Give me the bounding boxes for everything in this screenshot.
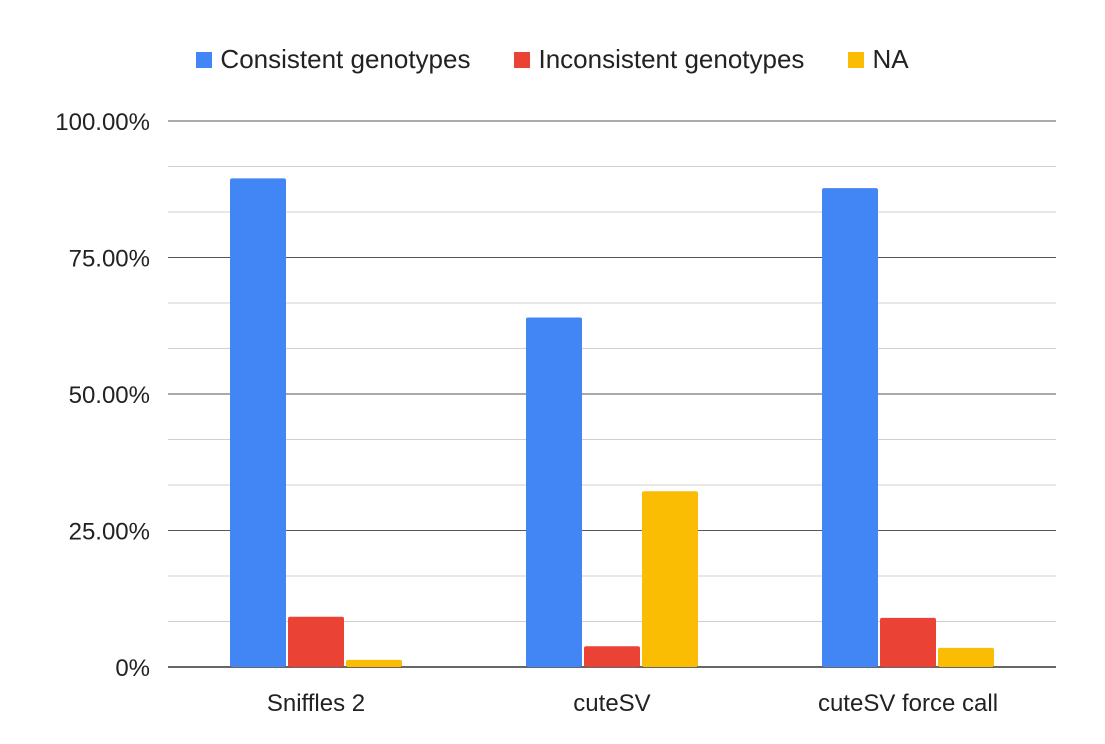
legend: Consistent genotypes Inconsistent genoty…	[0, 44, 1105, 75]
y-tick-label: 25.00%	[69, 519, 150, 546]
legend-item-inconsistent: Inconsistent genotypes	[514, 44, 804, 75]
x-tick-label: cuteSV	[573, 690, 650, 717]
y-tick-label: 0%	[115, 655, 150, 682]
bar-inconsistent-genotypes-cutesv	[584, 646, 640, 667]
axes: 0% 25.00% 50.00% 75.00% 100.00% Sniffles 2 cut…	[55, 109, 998, 717]
bar-inconsistent-genotypes-cutesv-force-call	[880, 617, 936, 667]
bar-na-cutesv-force-call	[938, 647, 994, 667]
legend-item-na: NA	[848, 44, 909, 75]
legend-swatch-consistent	[196, 51, 213, 68]
y-tick-label: 100.00%	[55, 109, 150, 136]
bar-consistent-genotypes-cutesv-force-call	[822, 188, 878, 667]
x-tick-label: cuteSV force call	[818, 690, 998, 717]
bar-na-sniffles-2	[346, 659, 402, 667]
y-tick-label: 50.00%	[69, 382, 150, 409]
x-tick-label: Sniffles 2	[267, 690, 365, 717]
bars	[230, 178, 994, 667]
legend-label-consistent: Consistent genotypes	[220, 44, 471, 74]
bar-inconsistent-genotypes-sniffles-2	[288, 616, 344, 667]
legend-label-inconsistent: Inconsistent genotypes	[538, 44, 805, 74]
bar-consistent-genotypes-sniffles-2	[230, 178, 286, 667]
legend-swatch-inconsistent	[514, 51, 531, 68]
legend-label-na: NA	[872, 44, 909, 74]
gridlines	[168, 120, 1056, 668]
bar-na-cutesv	[642, 491, 698, 667]
legend-item-consistent: Consistent genotypes	[196, 44, 470, 75]
legend-swatch-na	[848, 51, 865, 68]
bar-consistent-genotypes-cutesv	[526, 317, 582, 667]
y-tick-label: 75.00%	[69, 246, 150, 273]
